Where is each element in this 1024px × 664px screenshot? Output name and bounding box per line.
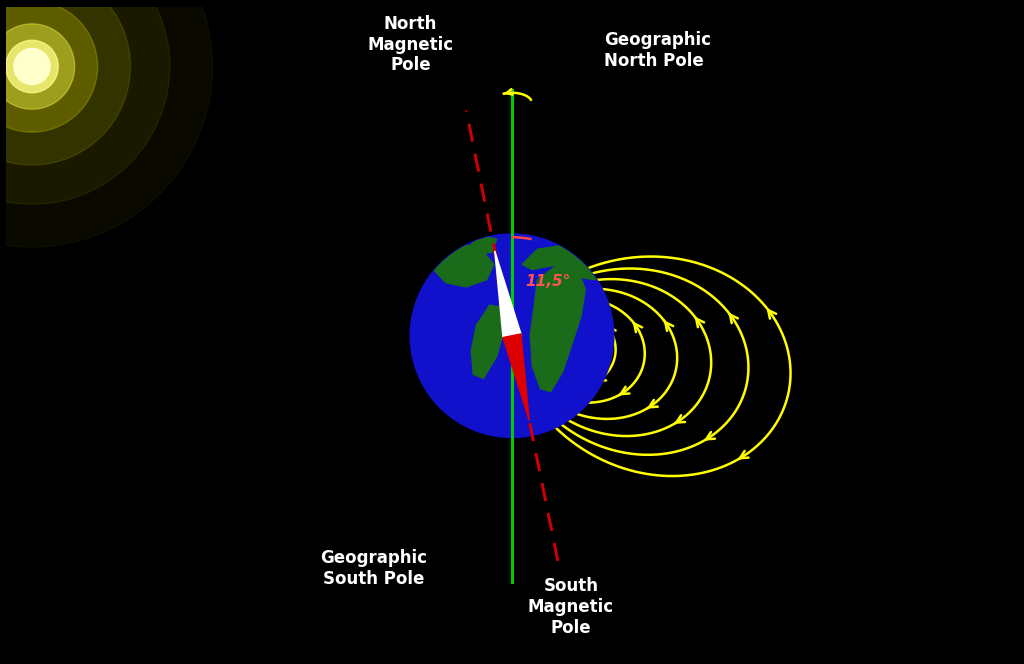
Text: North
Magnetic
Pole: North Magnetic Pole — [368, 15, 454, 74]
Text: Geographic
South Pole: Geographic South Pole — [321, 549, 428, 588]
Circle shape — [411, 234, 613, 438]
Polygon shape — [558, 239, 613, 280]
Circle shape — [0, 1, 97, 132]
Circle shape — [0, 0, 170, 205]
Polygon shape — [503, 334, 529, 420]
Polygon shape — [530, 264, 586, 392]
Polygon shape — [430, 242, 494, 287]
Circle shape — [0, 0, 213, 247]
Circle shape — [0, 0, 130, 165]
Polygon shape — [522, 246, 568, 270]
Text: Geographic
North Pole: Geographic North Pole — [604, 31, 711, 70]
Polygon shape — [469, 236, 497, 254]
Circle shape — [6, 41, 58, 93]
Polygon shape — [471, 305, 504, 378]
Text: 11,5°: 11,5° — [525, 274, 570, 289]
Text: South
Magnetic
Pole: South Magnetic Pole — [528, 577, 614, 637]
Polygon shape — [495, 251, 521, 337]
Circle shape — [14, 48, 50, 84]
Circle shape — [0, 24, 75, 109]
